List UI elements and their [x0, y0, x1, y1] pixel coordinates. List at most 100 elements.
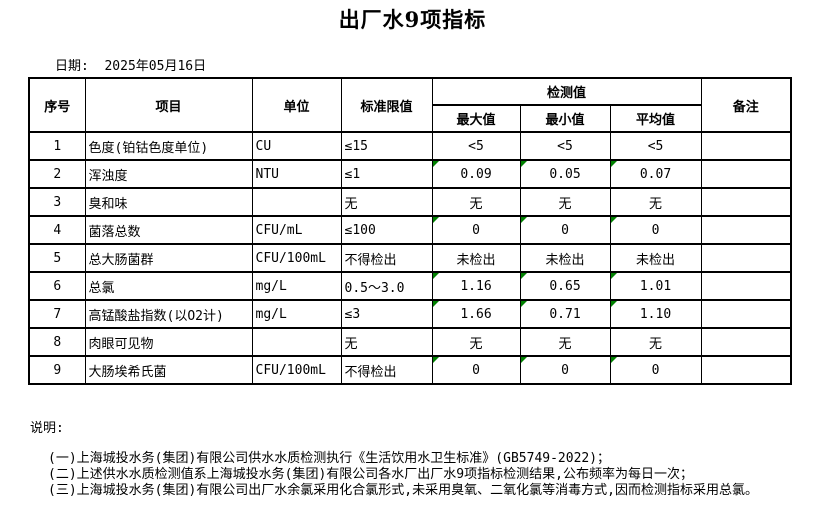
max-value: 无: [431, 187, 521, 217]
max-value: 无: [431, 327, 521, 357]
avg-value: 无: [609, 327, 702, 357]
min-value: 无: [519, 327, 611, 357]
standard-limit: 不得检出: [340, 243, 433, 273]
remark-cell: [700, 327, 792, 357]
unit-value: NTU: [251, 159, 342, 189]
remark-cell: [700, 355, 792, 385]
min-value: 0: [519, 355, 611, 385]
row-index: 4: [28, 215, 86, 245]
standard-limit: ≤15: [340, 131, 433, 161]
avg-value: <5: [609, 131, 702, 161]
avg-value: 0.07: [609, 159, 702, 189]
item-name: 大肠埃希氏菌: [84, 355, 253, 385]
table-row: 5 总大肠菌群 CFU/100mL 不得检出 未检出 未检出 未检出: [28, 243, 792, 273]
min-value: 未检出: [519, 243, 611, 273]
col-header-min: 最小值: [519, 104, 611, 133]
max-value: 1.16: [431, 271, 521, 301]
item-name: 高锰酸盐指数(以O2计): [84, 299, 253, 329]
remark-cell: [700, 187, 792, 217]
col-header-remark: 备注: [700, 77, 792, 133]
min-value: 0.65: [519, 271, 611, 301]
table-row: 1 色度(铂钴色度单位) CU ≤15 <5 <5 <5: [28, 131, 792, 161]
max-value: <5: [431, 131, 521, 161]
page-title: 出厂水9项指标: [338, 7, 487, 32]
remark-cell: [700, 243, 792, 273]
row-index: 7: [28, 299, 86, 329]
unit-value: CFU/mL: [251, 215, 342, 245]
green-corner-marker-icon: [521, 162, 527, 167]
green-corner-marker-icon: [611, 162, 617, 167]
remark-cell: [700, 299, 792, 329]
row-index: 1: [28, 131, 86, 161]
row-index: 2: [28, 159, 86, 189]
green-corner-marker-icon: [433, 274, 439, 279]
green-corner-marker-icon: [521, 302, 527, 307]
green-corner-marker-icon: [521, 274, 527, 279]
standard-limit: 无: [340, 187, 433, 217]
table-row: 9 大肠埃希氏菌 CFU/100mL 不得检出 0 0 0: [28, 355, 792, 385]
table-row: 4 菌落总数 CFU/mL ≤100 0 0 0: [28, 215, 792, 245]
item-name: 色度(铂钴色度单位): [84, 131, 253, 161]
col-header-avg: 平均值: [609, 104, 702, 133]
min-value: 0.71: [519, 299, 611, 329]
row-index: 8: [28, 327, 86, 357]
row-index: 6: [28, 271, 86, 301]
item-name: 臭和味: [84, 187, 253, 217]
notes-label: 说明:: [30, 421, 64, 436]
green-corner-marker-icon: [433, 358, 439, 363]
avg-value: 0: [609, 355, 702, 385]
max-value: 0: [431, 215, 521, 245]
row-index: 5: [28, 243, 86, 273]
standard-limit: 0.5～3.0: [340, 271, 433, 301]
unit-value: [251, 327, 342, 357]
max-value: 0.09: [431, 159, 521, 189]
table-row: 3 臭和味无无无无: [28, 187, 792, 217]
col-header-item: 项目: [84, 77, 253, 133]
avg-value: 未检出: [609, 243, 702, 273]
col-header-unit: 单位: [251, 77, 342, 133]
min-value: 0: [519, 215, 611, 245]
table-body: 1 色度(铂钴色度单位) CU ≤15 <5 <5 <5 2 浑浊度 NTU ≤1 0.09 0.05 0…: [28, 131, 792, 385]
green-corner-marker-icon: [521, 358, 527, 363]
water-quality-table: 序号 项目 单位 标准限值 检测值 备注 最大值 最小值 平均值 1 色度(铂钴色…: [28, 77, 793, 385]
table-row: 8 肉眼可见物无无无无: [28, 327, 792, 357]
note-line: (三)上海城投水务(集团)有限公司出厂水余氯采用化合氯形式,未采用臭氧、二氧化氯…: [48, 483, 758, 498]
green-corner-marker-icon: [433, 162, 439, 167]
col-header-detection: 检测值: [431, 77, 702, 106]
unit-value: CFU/100mL: [251, 243, 342, 273]
min-value: 无: [519, 187, 611, 217]
table-row: 7 高锰酸盐指数(以O2计) mg/L ≤3 1.66 0.71 1.10: [28, 299, 792, 329]
green-corner-marker-icon: [611, 274, 617, 279]
table-row: 2 浑浊度 NTU ≤1 0.09 0.05 0.07: [28, 159, 792, 189]
item-name: 总氯: [84, 271, 253, 301]
unit-value: mg/L: [251, 271, 342, 301]
remark-cell: [700, 271, 792, 301]
col-header-index: 序号: [28, 77, 86, 133]
standard-limit: 不得检出: [340, 355, 433, 385]
note-line: (二)上述供水水质检测值系上海城投水务(集团)有限公司各水厂出厂水9项指标检测结…: [48, 467, 693, 482]
remark-cell: [700, 131, 792, 161]
max-value: 未检出: [431, 243, 521, 273]
standard-limit: ≤100: [340, 215, 433, 245]
green-corner-marker-icon: [521, 218, 527, 223]
avg-value: 无: [609, 187, 702, 217]
table-header: 序号 项目 单位 标准限值 检测值 备注 最大值 最小值 平均值: [28, 77, 792, 133]
unit-value: [251, 187, 342, 217]
min-value: <5: [519, 131, 611, 161]
green-corner-marker-icon: [611, 302, 617, 307]
max-value: 0: [431, 355, 521, 385]
unit-value: mg/L: [251, 299, 342, 329]
min-value: 0.05: [519, 159, 611, 189]
report-date: 日期: 2025年05月16日: [55, 59, 207, 74]
table-row: 6 总氯 mg/L 0.5～3.0 1.16 0.65 1.01: [28, 271, 792, 301]
avg-value: 1.01: [609, 271, 702, 301]
green-corner-marker-icon: [433, 218, 439, 223]
unit-value: CU: [251, 131, 342, 161]
item-name: 肉眼可见物: [84, 327, 253, 357]
item-name: 总大肠菌群: [84, 243, 253, 273]
max-value: 1.66: [431, 299, 521, 329]
avg-value: 0: [609, 215, 702, 245]
standard-limit: ≤3: [340, 299, 433, 329]
standard-limit: ≤1: [340, 159, 433, 189]
